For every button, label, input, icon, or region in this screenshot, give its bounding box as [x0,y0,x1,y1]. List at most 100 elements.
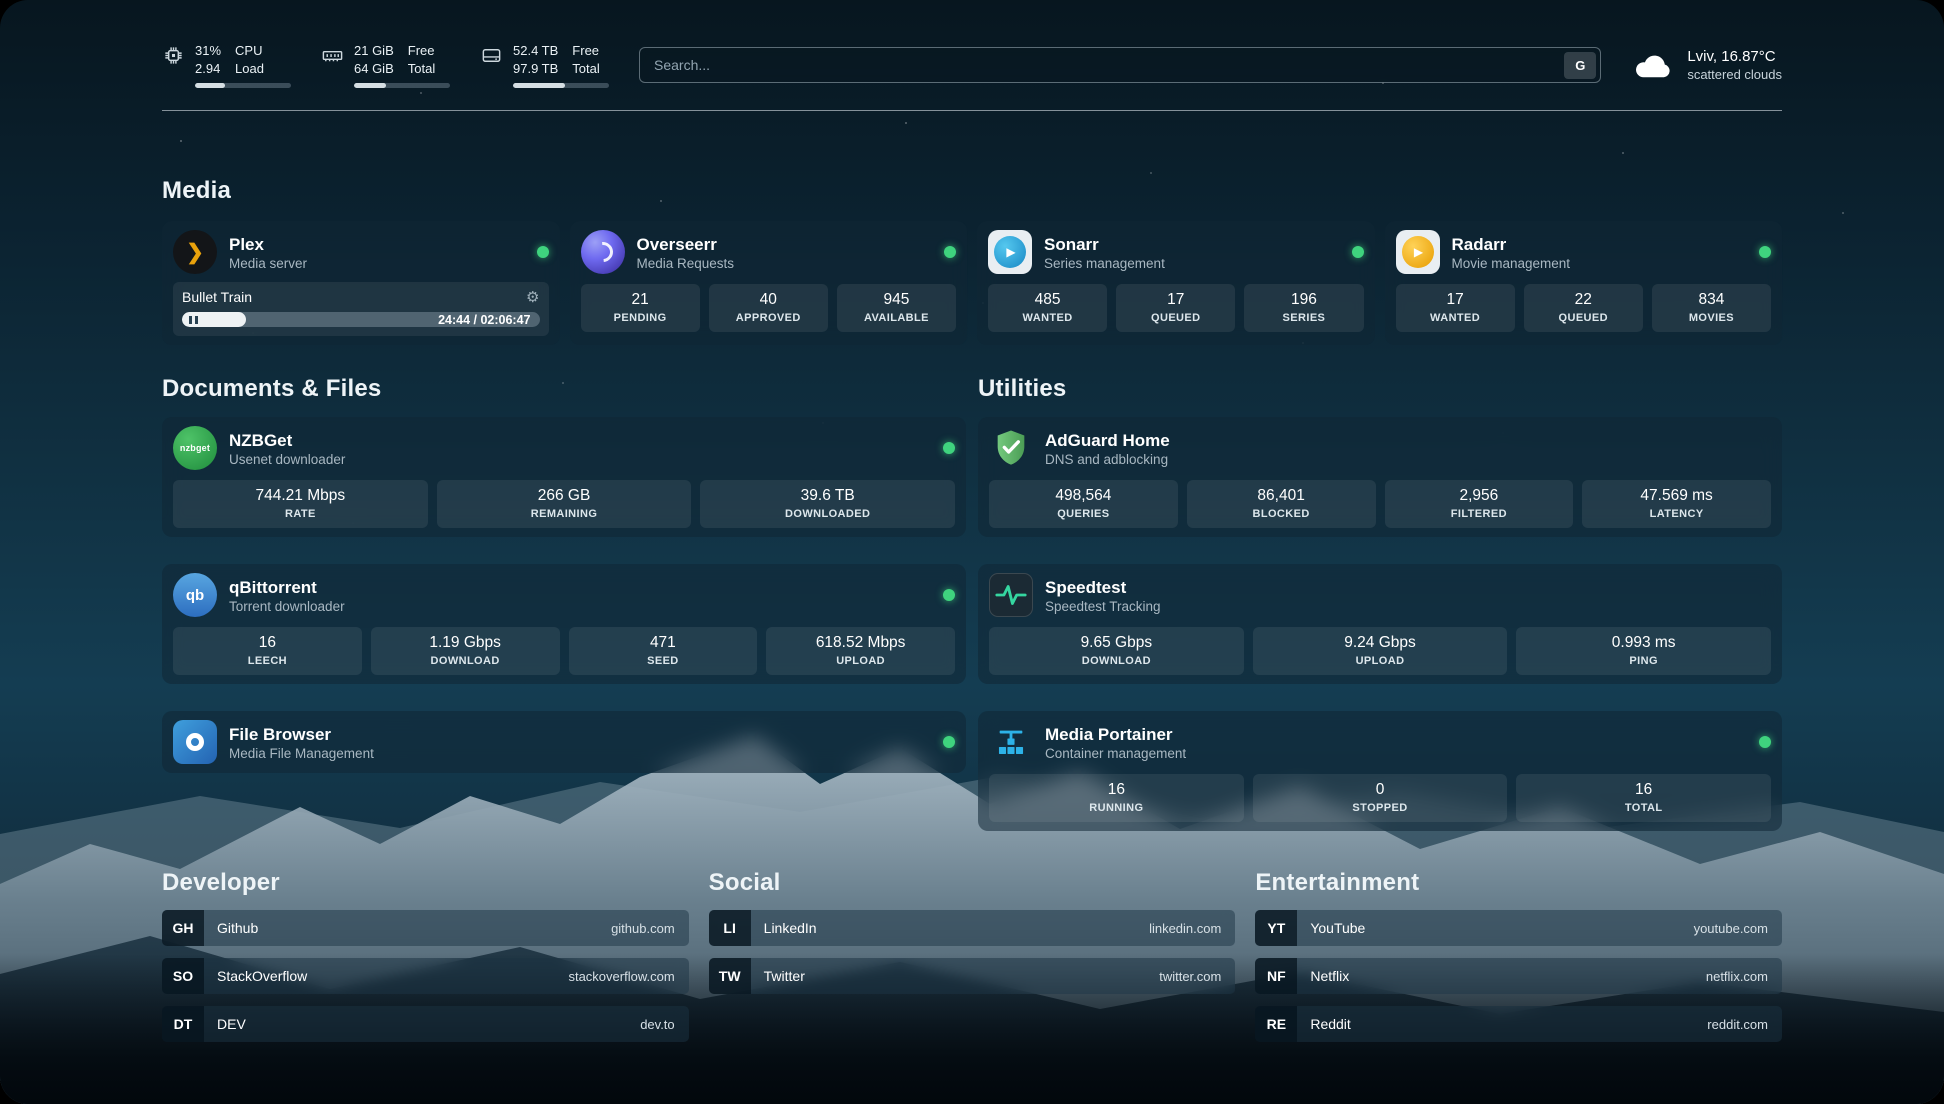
bookmark-linkedin[interactable]: LI LinkedIn linkedin.com [708,910,1236,947]
search-bar: G [639,47,1602,84]
playback-progress-fill [182,312,247,328]
app-card-radarr[interactable]: ▶ Radarr Movie management 17 WANTED 22 QUE… [1384,221,1782,346]
playback-time: 24:44 / 02:06:47 [438,312,531,327]
search-engine-button[interactable]: G [1564,51,1597,79]
bookmarks-entertainment: Entertainment YT YouTube youtube.com NF … [1255,869,1782,1043]
cpu-label-bottom: Load [235,61,264,77]
bookmarks-developer: Developer GH Github github.com SO StackO… [162,869,689,1043]
app-card-nzbget[interactable]: nzbget NZBGet Usenet downloader 744.21 M… [162,417,966,538]
adguard-shield-icon [989,426,1033,470]
stat-tile: 16 LEECH [173,627,362,676]
stat-tile: 945 AVAILABLE [836,284,957,333]
section-title-social: Social [708,869,781,897]
app-subtitle: Media server [229,256,308,271]
app-card-sonarr[interactable]: ▶ Sonarr Series management 485 WANTED 17 Q… [977,221,1375,346]
cloud-icon [1631,50,1675,80]
status-dot [536,246,549,259]
app-subtitle: Media Requests [636,256,735,271]
stat-tile: 834 MOVIES [1651,284,1772,333]
utilities-column: Utilities [978,375,1782,832]
app-subtitle: Container management [1045,746,1187,761]
bookmark-twitter[interactable]: TW Twitter twitter.com [708,958,1236,995]
now-playing-title: Bullet Train [182,289,253,306]
disk-label-bottom: Total [572,61,600,77]
stat-tile: 9.65 Gbps DOWNLOAD [989,627,1244,676]
cpu-percent: 31% [195,43,222,58]
app-card-overseerr[interactable]: Overseerr Media Requests 21 PENDING 40 APP… [569,221,967,346]
stat-tile: 471 SEED [568,627,758,676]
qbittorrent-icon: qb [173,573,217,618]
app-name: AdGuard Home [1045,430,1170,450]
disk-label-top: Free [572,43,600,58]
nzbget-icon: nzbget [173,426,217,471]
linkedin-icon: LI [708,910,751,947]
stat-tile: 196 SERIES [1244,284,1364,333]
documents-column: Documents & Files nzbget NZBGet Usenet d… [162,375,966,831]
speedtest-pulse-icon [989,573,1033,618]
section-title-documents: Documents & Files [162,375,382,403]
topbar: 31% 2.94 CPU Load [162,0,1782,89]
status-dot [943,589,955,602]
app-name: Radarr [1451,234,1507,254]
disk-progress-track [513,83,609,89]
app-name: Sonarr [1044,234,1099,254]
app-subtitle: Usenet downloader [229,452,346,467]
stat-tile: 1.19 Gbps DOWNLOAD [370,627,560,676]
youtube-icon: YT [1255,910,1298,947]
cpu-progress-track [195,83,291,89]
overseerr-icon [580,230,625,275]
weather-condition: scattered clouds [1687,67,1782,83]
cpu-monitor: 31% 2.94 CPU Load [162,42,291,89]
bookmark-github[interactable]: GH Github github.com [162,910,689,947]
disk-monitor: 52.4 TB 97.9 TB Free Total [480,42,609,89]
stat-tile: 47.569 ms LATENCY [1582,480,1771,529]
section-title-media: Media [162,177,232,205]
topbar-divider [162,110,1782,112]
stat-tile: 39.6 TB DOWNLOADED [700,480,956,529]
pause-icon[interactable] [189,315,198,324]
twitter-icon: TW [708,958,751,995]
stat-tile: 485 WANTED [988,284,1108,333]
status-dot [1759,736,1771,749]
stat-tile: 16 TOTAL [1516,774,1772,823]
app-card-filebrowser[interactable]: File Browser Media File Management [162,711,966,774]
bookmark-stackoverflow[interactable]: SO StackOverflow stackoverflow.com [162,958,689,995]
stat-tile: 0 STOPPED [1252,774,1508,823]
ram-total: 64 GiB [354,61,394,77]
stat-tile: 744.21 Mbps RATE [173,480,428,529]
app-name: Overseerr [636,234,717,254]
app-subtitle: Torrent downloader [229,599,345,614]
app-card-plex[interactable]: ❯ Plex Media server Bullet Train ⚙ [162,221,560,346]
sonarr-icon: ▶ [988,230,1032,275]
app-card-qbittorrent[interactable]: qb qBittorrent Torrent downloader 16 LEEC… [162,564,966,685]
bookmark-youtube[interactable]: YT YouTube youtube.com [1255,910,1782,947]
stat-tile: 22 QUEUED [1523,284,1643,333]
app-name: Media Portainer [1045,724,1173,744]
gear-icon[interactable]: ⚙ [526,288,540,306]
ram-progress-fill [354,83,386,89]
disk-progress-fill [513,83,565,89]
app-card-adguard[interactable]: AdGuard Home DNS and adblocking 498,564 Q… [978,417,1782,538]
bookmark-netflix[interactable]: NF Netflix netflix.com [1255,958,1782,995]
cpu-load: 2.94 [195,61,221,77]
weather-location: Lviv, 16.87°C [1687,48,1776,66]
search-input[interactable] [654,57,1565,74]
playback-progress-bar[interactable]: 24:44 / 02:06:47 [182,312,540,328]
bookmark-reddit[interactable]: RE Reddit reddit.com [1255,1006,1782,1043]
stat-tile: 16 RUNNING [989,774,1244,823]
system-monitors: 31% 2.94 CPU Load [162,42,609,89]
stat-tile: 40 APPROVED [708,284,828,333]
bookmark-dev[interactable]: DT DEV dev.to [162,1006,689,1043]
app-name: NZBGet [229,430,293,450]
netflix-icon: NF [1255,958,1298,995]
app-name: File Browser [229,724,332,744]
app-card-speedtest[interactable]: Speedtest Speedtest Tracking 9.65 Gbps DO… [978,564,1782,685]
app-subtitle: DNS and adblocking [1045,452,1169,467]
app-subtitle: Series management [1044,256,1165,271]
section-title-utilities: Utilities [978,375,1067,403]
app-subtitle: Speedtest Tracking [1045,599,1161,614]
stat-tile: 21 PENDING [580,284,700,333]
github-icon: GH [162,910,204,947]
app-card-portainer[interactable]: Media Portainer Container management 16 R… [978,711,1782,832]
